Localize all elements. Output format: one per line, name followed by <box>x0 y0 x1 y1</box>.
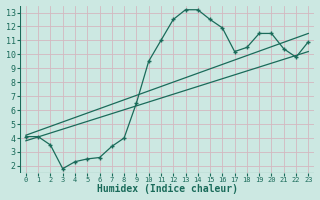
X-axis label: Humidex (Indice chaleur): Humidex (Indice chaleur) <box>97 184 237 194</box>
